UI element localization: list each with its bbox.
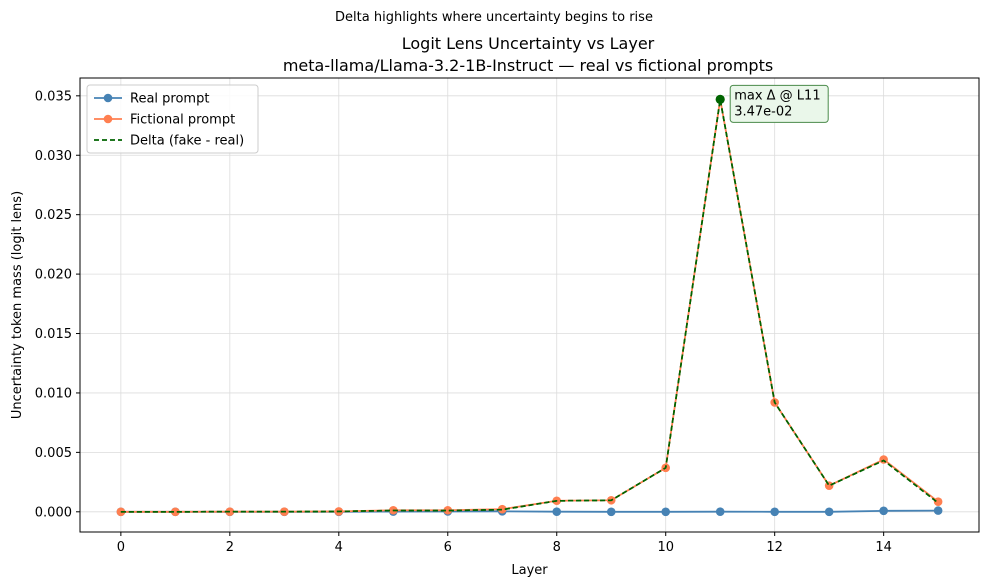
- y-tick-label: 0.005: [35, 446, 72, 461]
- axis-ticks: 0 2 4 6 8 10 12 14 0.000 0.005 0.010 0.015 0.020 0.02…: [35, 89, 892, 555]
- data-point-fictional-prompt: [824, 481, 834, 490]
- chart-suptitle: Delta highlights where uncertainty begin…: [335, 10, 653, 25]
- chart-subtitle: meta-llama/Llama-3.2-1B-Instruct — real …: [283, 56, 773, 75]
- data-point-fictional-prompt: [443, 505, 453, 515]
- data-point-real-prompt: [661, 507, 671, 517]
- series-line-fictional-prompt: [120, 98, 939, 513]
- x-tick-label: 8: [553, 540, 561, 555]
- legend-label-real-prompt: Real prompt: [130, 92, 209, 107]
- legend-label-fictional-prompt: Fictional prompt: [130, 113, 235, 128]
- annotation-line1: max Δ @ L11: [734, 88, 820, 103]
- data-point-real-prompt: [715, 507, 725, 516]
- x-tick-label: 6: [444, 540, 452, 555]
- legend-box: [86, 84, 259, 154]
- y-tick-label: 0.035: [35, 89, 72, 104]
- annotation-line2: 3.47e-02: [734, 104, 792, 119]
- chart-title: Logit Lens Uncertainty vs Layer: [402, 34, 655, 53]
- y-tick-label: 0.010: [35, 386, 72, 401]
- data-point-real-prompt: [933, 506, 943, 515]
- data-point-fictional-prompt: [171, 507, 180, 517]
- data-point-fictional-prompt: [497, 504, 507, 514]
- y-tick-label: 0.025: [35, 208, 72, 223]
- y-tick-label: 0.020: [35, 268, 72, 283]
- grid: [80, 78, 979, 532]
- max-delta-annotation: max Δ @ L11 3.47e-02: [729, 84, 829, 123]
- x-axis-label: Layer: [511, 563, 548, 578]
- legend: Real prompt Fictional prompt Delta (fake -…: [86, 84, 259, 154]
- y-axis-label: Uncertainty token mass (logit lens): [10, 191, 25, 419]
- data-point-real-prompt: [879, 506, 888, 516]
- data-point-fictional-prompt: [933, 497, 943, 506]
- y-tick-label: 0.000: [35, 505, 72, 520]
- legend-marker-real-prompt: [103, 93, 113, 103]
- plot-frame: [79, 77, 980, 533]
- series-line-delta-fake-real: [120, 98, 939, 513]
- y-tick-label: 0.015: [35, 327, 72, 342]
- data-point-real-prompt: [824, 507, 834, 517]
- data-point-fictional-prompt: [879, 455, 888, 464]
- x-tick-label: 0: [117, 540, 125, 555]
- data-point-real-prompt: [552, 507, 562, 516]
- x-tick-label: 10: [657, 540, 674, 555]
- data-point-real-prompt: [606, 507, 616, 517]
- data-point-real-prompt: [770, 507, 779, 517]
- y-tick-label: 0.030: [35, 149, 72, 164]
- annotation-box: [729, 84, 829, 123]
- legend-label-delta-fake-real: Delta (fake - real): [130, 134, 244, 149]
- x-tick-label: 4: [335, 540, 343, 555]
- series-line-delta-overlay: [120, 98, 939, 513]
- x-tick-label: 14: [875, 540, 892, 555]
- x-tick-label: 12: [766, 540, 783, 555]
- plot-series: [116, 94, 943, 517]
- max-delta-marker: [715, 94, 725, 104]
- x-tick-label: 2: [226, 540, 234, 555]
- legend-marker-fictional-prompt: [103, 114, 113, 124]
